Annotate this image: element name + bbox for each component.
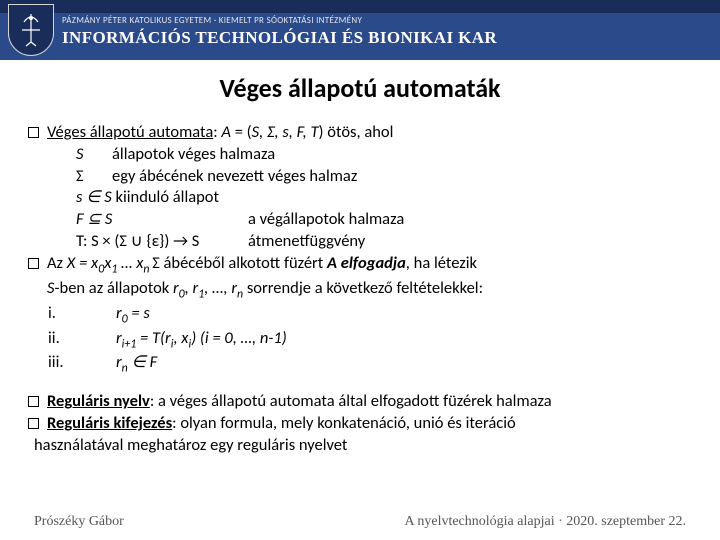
slide-footer: Prószéky Gábor A nyelvtechnológia alapja…: [0, 514, 720, 530]
square-bullet-icon: [28, 396, 39, 407]
def-F: F ⊆ Sa végállapotok halmaza: [28, 209, 696, 231]
square-bullet-icon: [28, 418, 39, 429]
bullet-regex: Reguláris kifejezés: olyan formula, mely…: [28, 413, 696, 435]
slide-content: Véges állapotú automata: A = (S, Σ, s, F…: [0, 122, 720, 457]
header-subtitle: PÁZMÁNY PÉTER KATOLIKUS EGYETEM · KIEMEL…: [62, 15, 497, 26]
bullet-regular-lang: Reguláris nyelv: a véges állapotú automa…: [28, 391, 696, 413]
def-S: Sállapotok véges halmaza: [28, 144, 696, 166]
university-logo: [8, 4, 54, 56]
def-Sigma: Σegy ábécének nevezett véges halmaz: [28, 166, 696, 188]
crest-icon: [16, 12, 46, 48]
bullet-accepts: Az X = x0x1 … xn Σ ábécéből alkotott füz…: [28, 253, 696, 303]
term-regex: Reguláris kifejezés: [47, 413, 172, 433]
def-s: s ∈ S kiinduló állapot: [28, 187, 696, 209]
header-title: INFORMÁCIÓS TECHNOLÓGIAI ÉS BIONIKAI KAR: [62, 28, 497, 48]
slide-header: PÁZMÁNY PÉTER KATOLIKUS EGYETEM · KIEMEL…: [0, 0, 720, 60]
regex-line2: használatával meghatároz egy reguláris n…: [28, 435, 696, 457]
cond-iii: iii. rn ∈ F: [28, 352, 696, 377]
term-automata: Véges állapotú automata: [47, 122, 213, 142]
slide-title: Véges állapotú automaták: [0, 72, 720, 104]
cond-ii: ii. ri+1 = T(ri, xi) (i = 0, …, n-1): [28, 328, 696, 353]
bullet-automata-def: Véges állapotú automata: A = (S, Σ, s, F…: [28, 122, 696, 144]
term-regular-lang: Reguláris nyelv: [47, 391, 150, 411]
square-bullet-icon: [28, 127, 39, 138]
footer-course-date: A nyelvtechnológia alapjai · 2020. szept…: [405, 514, 686, 530]
square-bullet-icon: [28, 258, 39, 269]
cond-i: i. r0 = s: [28, 303, 696, 328]
footer-author: Prószéky Gábor: [34, 514, 124, 530]
def-T: T: S × (Σ ∪ {ε}) → Sátmenetfüggvény: [28, 231, 696, 253]
